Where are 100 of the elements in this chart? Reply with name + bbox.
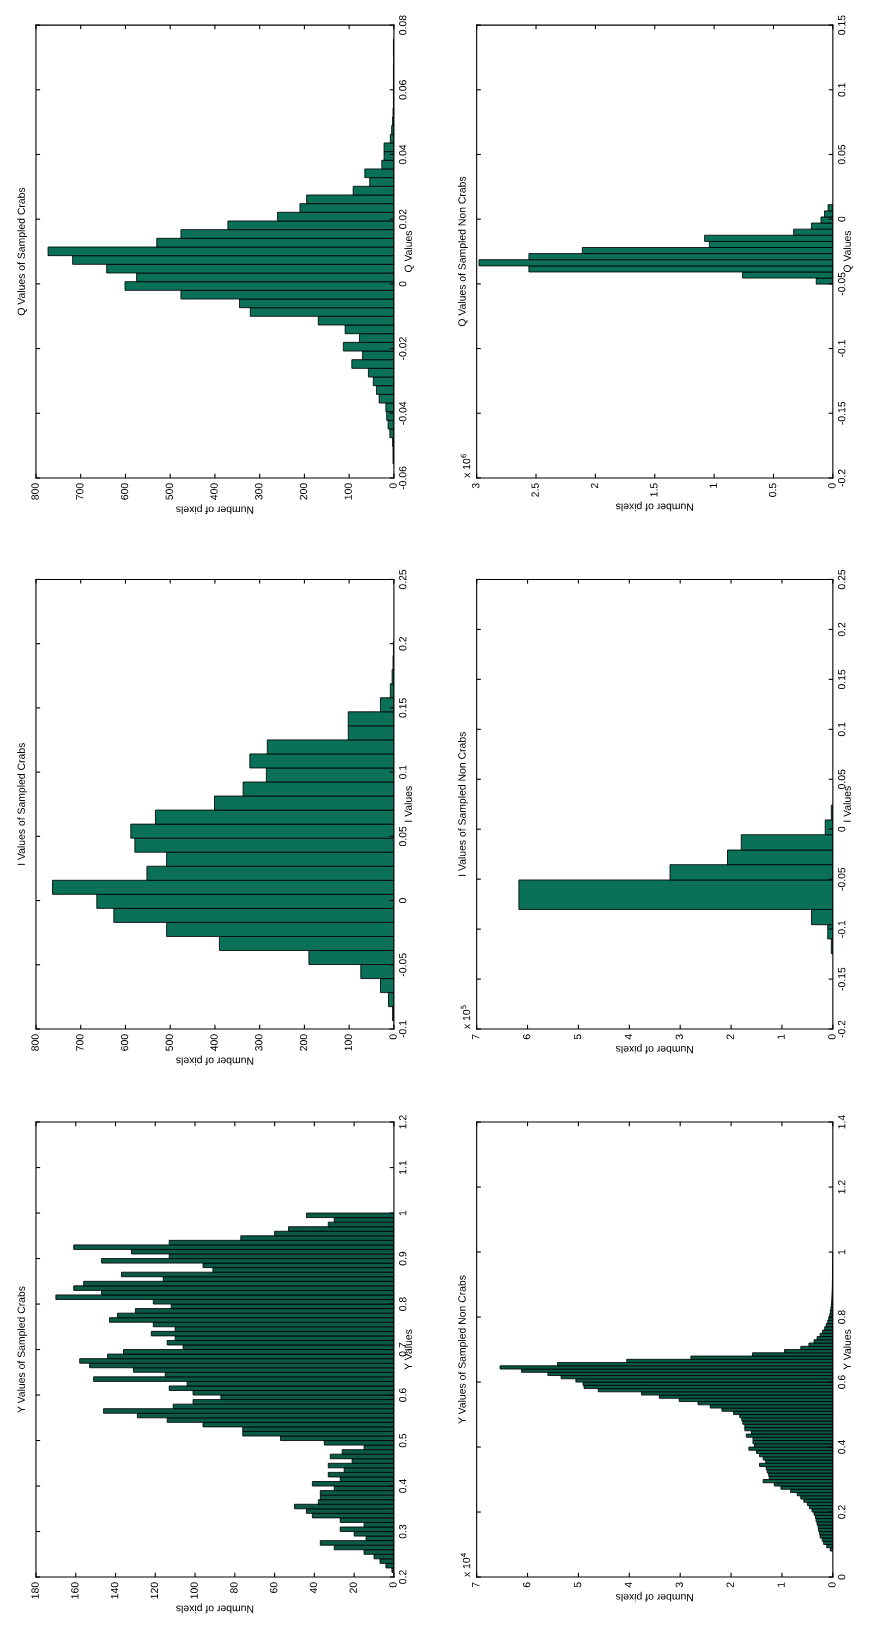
x-tick-label: 2 bbox=[726, 1034, 734, 1040]
x-tick-label: 20 bbox=[349, 1582, 357, 1593]
x-tick-label: 500 bbox=[165, 1034, 173, 1051]
x-tick-label: 3 bbox=[472, 483, 480, 489]
x-tick-label: 500 bbox=[165, 483, 173, 500]
y-tick-label: -0.05 bbox=[399, 953, 407, 977]
x-tick-label: 600 bbox=[120, 1034, 129, 1051]
x-tick-label: 100 bbox=[344, 483, 352, 500]
x-axis-title: Number of pixels bbox=[616, 1591, 693, 1602]
y-tick-label: 0.25 bbox=[837, 569, 846, 590]
x-tick-label: 800 bbox=[31, 483, 39, 500]
y-tick-label: 0.08 bbox=[399, 15, 407, 35]
y-tick-label: 0.2 bbox=[399, 636, 407, 651]
y-tick-label: 0 bbox=[399, 898, 407, 904]
x-tick-label: 60 bbox=[270, 1582, 278, 1593]
x-axis-title: Number of pixels bbox=[176, 1603, 254, 1614]
x-tick-label: 200 bbox=[299, 483, 308, 500]
text: Q Values of Sampled Non Crabs bbox=[458, 176, 468, 327]
y-tick-label: 0 bbox=[837, 216, 846, 222]
y-tick-label: -0.2 bbox=[837, 1020, 846, 1038]
x-tick-label: 3 bbox=[675, 1582, 683, 1588]
x-tick-label: 1 bbox=[709, 483, 717, 488]
x-tick-label: 0.5 bbox=[768, 483, 777, 497]
y-tick-label: 0.05 bbox=[399, 826, 407, 847]
text: x 10$^{6}$ bbox=[460, 453, 471, 478]
y-tick-label: 0.1 bbox=[399, 765, 407, 779]
x-tick-label: 0 bbox=[828, 483, 836, 489]
x-tick-label: 40 bbox=[309, 1582, 318, 1594]
y-tick-label: 0.02 bbox=[399, 209, 407, 229]
x-tick-label: 0 bbox=[828, 1582, 836, 1588]
y-tick-label: 0.1 bbox=[837, 722, 846, 737]
x-tick-label: 0 bbox=[389, 1582, 397, 1588]
x-axis-title: Number of pixels bbox=[616, 1043, 693, 1054]
text: Q Values of Sampled Crabs bbox=[17, 187, 28, 316]
y-tick-label: -0.05 bbox=[837, 272, 846, 296]
y-tick-label: 0.25 bbox=[399, 569, 407, 590]
y-tick-label: 0.8 bbox=[837, 1310, 846, 1324]
x-tick-label: 1.5 bbox=[650, 483, 658, 497]
y-tick-label: 0.6 bbox=[837, 1375, 846, 1389]
y-tick-label: -0.1 bbox=[837, 920, 846, 938]
x-axis-title: Number of pixels bbox=[176, 1055, 254, 1066]
y-tick-label: -0.1 bbox=[399, 1020, 407, 1038]
x-tick-label: 5 bbox=[573, 1034, 582, 1040]
y-tick-label: 0.15 bbox=[399, 698, 407, 718]
x-tick-label: 0 bbox=[828, 1034, 836, 1040]
y-tick-label: 1.2 bbox=[399, 1115, 407, 1129]
y-tick-label: 1 bbox=[399, 1210, 407, 1216]
y-tick-label: -0.2 bbox=[837, 469, 846, 487]
x-tick-label: 100 bbox=[190, 1582, 198, 1599]
x-axis-title: Number of pixels bbox=[616, 501, 693, 512]
x-tick-label: 400 bbox=[210, 1034, 218, 1052]
y-tick-label: 0.5 bbox=[399, 1433, 407, 1448]
y-tick-label: 0.2 bbox=[837, 1505, 846, 1519]
x-tick-label: 2 bbox=[590, 483, 599, 489]
y-tick-label: 0.06 bbox=[399, 80, 407, 100]
y-axis-title: I Values bbox=[404, 786, 412, 822]
y-tick-label: 1.1 bbox=[399, 1160, 407, 1174]
x-tick-label: 800 bbox=[31, 1034, 39, 1051]
y-tick-label: 0.04 bbox=[399, 144, 407, 165]
x-tick-label: 400 bbox=[210, 483, 218, 500]
x-tick-label: 120 bbox=[150, 1582, 159, 1599]
y-tick-label: 0.05 bbox=[837, 144, 846, 165]
x-tick-label: 2 bbox=[726, 1582, 734, 1588]
text: I Values of Sampled Non Crabs bbox=[458, 732, 468, 876]
y-tick-label: 1.4 bbox=[838, 1115, 846, 1129]
x-tick-label: 100 bbox=[344, 1034, 352, 1051]
y-tick-label: -0.1 bbox=[837, 340, 846, 358]
x-tick-label: 700 bbox=[76, 483, 84, 500]
text: x 10$^{5}$ bbox=[460, 1005, 471, 1029]
x-tick-label: 1 bbox=[777, 1582, 785, 1587]
y-tick-label: -0.05 bbox=[837, 867, 846, 891]
text: x 10$^{4}$ bbox=[460, 1553, 471, 1577]
x-tick-label: 3 bbox=[675, 1034, 683, 1040]
y-tick-label: 0.4 bbox=[837, 1440, 846, 1454]
y-tick-label: 0.2 bbox=[837, 622, 846, 637]
x-tick-label: 180 bbox=[31, 1582, 39, 1599]
y-tick-label: -0.15 bbox=[837, 401, 846, 425]
x-tick-label: 4 bbox=[624, 1034, 632, 1040]
x-tick-label: 160 bbox=[71, 1582, 79, 1599]
y-tick-label: 0.1 bbox=[837, 83, 846, 97]
x-axis-title: Number of pixels bbox=[176, 504, 254, 515]
y-tick-label: 1 bbox=[838, 1249, 846, 1255]
x-tick-label: 0 bbox=[389, 1034, 397, 1040]
y-axis-title: Q Values bbox=[404, 230, 414, 273]
y-tick-label: 0.3 bbox=[399, 1524, 407, 1539]
x-tick-label: 600 bbox=[120, 483, 129, 500]
x-tick-label: 6 bbox=[522, 1582, 531, 1588]
y-tick-label: -0.04 bbox=[399, 401, 407, 425]
x-tick-label: 6 bbox=[522, 1034, 531, 1040]
y-tick-label: 0 bbox=[399, 281, 407, 287]
y-tick-label: 0.4 bbox=[399, 1479, 407, 1493]
x-tick-label: 7 bbox=[472, 1582, 480, 1588]
y-tick-label: 0.8 bbox=[399, 1297, 407, 1311]
y-tick-label: -0.02 bbox=[399, 337, 407, 360]
y-axis-title: Y Values bbox=[843, 1329, 851, 1370]
y-axis-title: Q Values bbox=[843, 230, 853, 273]
y-tick-label: 0 bbox=[837, 1574, 846, 1580]
y-tick-label: 0 bbox=[837, 826, 846, 832]
y-tick-label: 0.9 bbox=[399, 1251, 407, 1266]
y-tick-label: -0.15 bbox=[837, 967, 846, 991]
